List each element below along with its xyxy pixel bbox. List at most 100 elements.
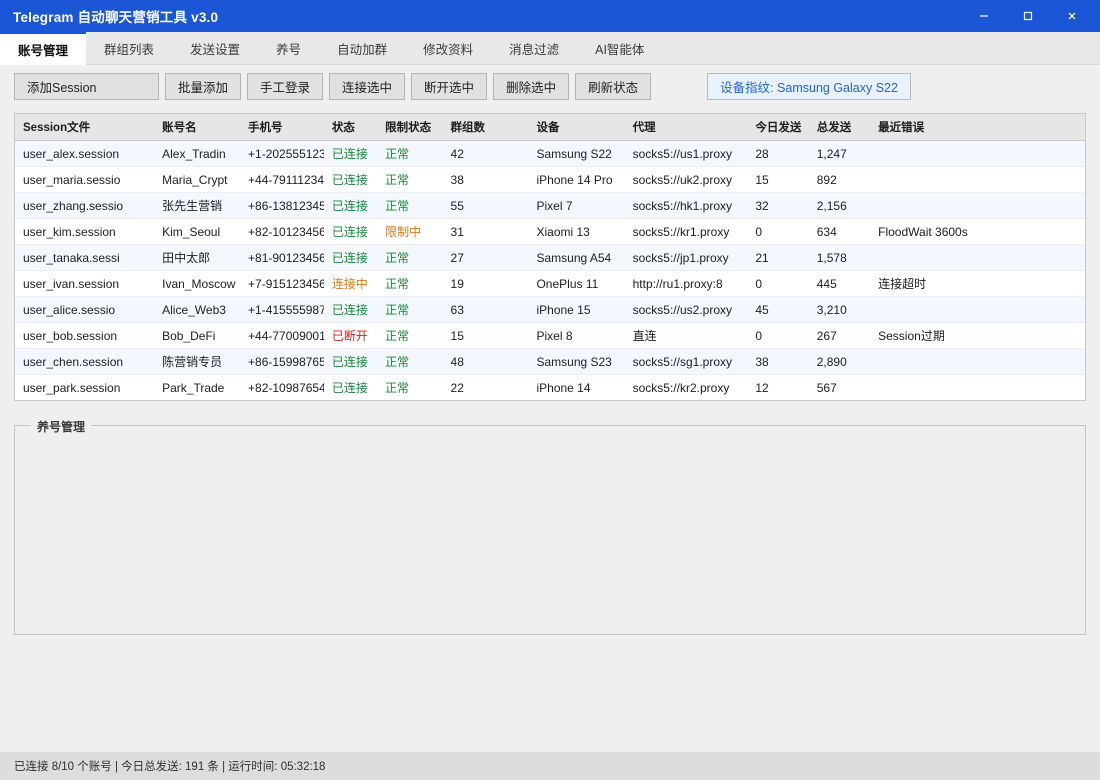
cell-group-count: 63 <box>442 296 529 323</box>
col-header-status[interactable]: 状态 <box>323 114 378 141</box>
cell-limit-status: 正常 <box>377 192 443 219</box>
cell-device: Pixel 7 <box>528 192 625 219</box>
table-row[interactable]: user_park.sessionPark_Trade+82-109876543… <box>15 374 1085 400</box>
table-row[interactable]: user_kim.sessionKim_Seoul+82-1012345678已… <box>15 218 1085 245</box>
tab-accounts[interactable]: 账号管理 <box>0 32 87 65</box>
toolbar: 添加Session 批量添加 手工登录 连接选中 断开选中 删除选中 刷新状态 … <box>0 65 1100 107</box>
cell-today-sent: 0 <box>747 322 809 349</box>
cell-limit-status: 限制中 <box>377 218 443 245</box>
accounts-table-body: user_alex.sessionAlex_Tradin+1-202555123… <box>15 140 1085 400</box>
cell-total-sent: 892 <box>808 166 871 193</box>
table-row[interactable]: user_ivan.sessionIvan_Moscow+7-915123456… <box>15 270 1085 297</box>
cell-phone: +82-1098765432 <box>240 374 324 400</box>
cell-device: OnePlus 11 <box>528 270 625 297</box>
tab-ai-agent[interactable]: AI智能体 <box>577 32 662 64</box>
cell-account-name: Alice_Web3 <box>154 296 241 323</box>
cell-session: user_alex.session <box>15 140 155 167</box>
cell-today-sent: 32 <box>747 192 809 219</box>
col-header-phone[interactable]: 手机号 <box>240 114 324 141</box>
cell-status: 已连接 <box>323 192 378 219</box>
table-row[interactable]: user_alice.sessioAlice_Web3+1-4155559876… <box>15 296 1085 323</box>
cell-last-error <box>870 296 1085 323</box>
col-header-account-name[interactable]: 账号名 <box>154 114 241 141</box>
col-header-last-error[interactable]: 最近错误 <box>870 114 1085 141</box>
col-header-group-count[interactable]: 群组数 <box>442 114 529 141</box>
col-header-limit-status[interactable]: 限制状态 <box>377 114 443 141</box>
cell-session: user_ivan.session <box>15 270 155 297</box>
tab-message-filter[interactable]: 消息过滤 <box>491 32 577 64</box>
cell-proxy: socks5://uk2.proxy <box>624 166 748 193</box>
add-session-button[interactable]: 添加Session <box>14 72 159 100</box>
cell-phone: +44-7911123456 <box>240 166 324 193</box>
manual-login-button[interactable]: 手工登录 <box>247 72 324 100</box>
table-row[interactable]: user_maria.sessio Maria_Crypt +44-79111234… <box>15 166 1085 193</box>
cell-limit-status: 正常 <box>377 244 443 271</box>
cell-phone: +1-2025551234 <box>240 140 324 167</box>
cell-status: 已连接 <box>323 244 378 271</box>
accounts-table: Session文件 账号名 手机号 状态 限制状态 群组数 设备 代理 今日发送… <box>15 114 1085 400</box>
cell-device: Samsung S22 <box>528 140 625 167</box>
close-icon[interactable] <box>1056 0 1088 32</box>
accounts-table-container[interactable]: Session文件 账号名 手机号 状态 限制状态 群组数 设备 代理 今日发送… <box>14 113 1086 401</box>
device-fingerprint-field[interactable]: 设备指纹: Samsung Galaxy S22 <box>707 72 911 100</box>
cell-account-name: 田中太郎 <box>154 244 241 271</box>
groupbox-title: 养号管理 <box>31 418 92 435</box>
col-header-session[interactable]: Session文件 <box>15 114 155 141</box>
cell-proxy: socks5://us2.proxy <box>624 296 748 323</box>
col-header-total-sent[interactable]: 总发送 <box>808 114 871 141</box>
disconnect-selected-button[interactable]: 断开选中 <box>411 72 488 100</box>
cell-device: Samsung S23 <box>528 348 625 375</box>
cell-status: 已连接 <box>323 296 378 323</box>
cell-account-name: Alex_Tradin <box>154 140 241 167</box>
tab-send-settings[interactable]: 发送设置 <box>172 32 258 64</box>
cell-status: 已连接 <box>323 348 378 375</box>
cell-last-error <box>870 374 1085 400</box>
refresh-status-button[interactable]: 刷新状态 <box>575 72 652 100</box>
tab-label: 群组列表 <box>104 42 155 57</box>
cell-session: user_zhang.sessio <box>15 192 155 219</box>
cell-group-count: 27 <box>442 244 529 271</box>
cell-proxy: http://ru1.proxy:8 <box>624 270 748 297</box>
cell-phone: +82-1012345678 <box>240 218 324 245</box>
table-row[interactable]: user_tanaka.sessi田中太郎+81-9012345678已连接正常… <box>15 244 1085 271</box>
cell-session: user_kim.session <box>15 218 155 245</box>
table-row[interactable]: user_bob.sessionBob_DeFi+44-7700900123已断… <box>15 322 1085 349</box>
cell-session: user_bob.session <box>15 322 155 349</box>
tab-label: AI智能体 <box>595 42 645 57</box>
tab-auto-join[interactable]: 自动加群 <box>319 32 405 64</box>
cell-session: user_park.session <box>15 374 155 400</box>
cell-total-sent: 445 <box>808 270 871 297</box>
table-row[interactable]: user_zhang.sessio张先生营销+86-1381234567已连接正… <box>15 192 1085 219</box>
table-row[interactable]: user_alex.sessionAlex_Tradin+1-202555123… <box>15 140 1085 167</box>
cell-today-sent: 28 <box>747 140 809 167</box>
table-row[interactable]: user_chen.session陈营销专员+86-1599876543已连接正… <box>15 348 1085 375</box>
batch-add-button[interactable]: 批量添加 <box>165 72 242 100</box>
tab-nurture[interactable]: 养号 <box>258 32 319 64</box>
title-bar: Telegram 自动聊天营销工具 v3.0 <box>0 0 1100 32</box>
cell-last-error: 连接超时 <box>870 270 1085 297</box>
cell-limit-status: 正常 <box>377 348 443 375</box>
col-header-proxy[interactable]: 代理 <box>624 114 748 141</box>
maximize-icon[interactable] <box>1012 0 1044 32</box>
cell-device: Xiaomi 13 <box>528 218 625 245</box>
col-header-device[interactable]: 设备 <box>528 114 625 141</box>
window-controls <box>968 0 1100 32</box>
cell-phone: +86-1381234567 <box>240 192 324 219</box>
cell-device: iPhone 14 <box>528 374 625 400</box>
cell-device: Pixel 8 <box>528 322 625 349</box>
connect-selected-button[interactable]: 连接选中 <box>329 72 406 100</box>
cell-phone: +86-1599876543 <box>240 348 324 375</box>
tab-edit-profile[interactable]: 修改资料 <box>405 32 491 64</box>
cell-total-sent: 1,578 <box>808 244 871 271</box>
cell-session: user_alice.sessio <box>15 296 155 323</box>
cell-limit-status: 正常 <box>377 296 443 323</box>
cell-account-name: Ivan_Moscow <box>154 270 241 297</box>
col-header-today-sent[interactable]: 今日发送 <box>747 114 809 141</box>
minimize-icon[interactable] <box>968 0 1000 32</box>
tab-groups[interactable]: 群组列表 <box>86 32 172 64</box>
cell-last-error <box>870 348 1085 375</box>
cell-total-sent: 2,156 <box>808 192 871 219</box>
delete-selected-button[interactable]: 删除选中 <box>493 72 570 100</box>
tab-label: 消息过滤 <box>509 42 560 57</box>
